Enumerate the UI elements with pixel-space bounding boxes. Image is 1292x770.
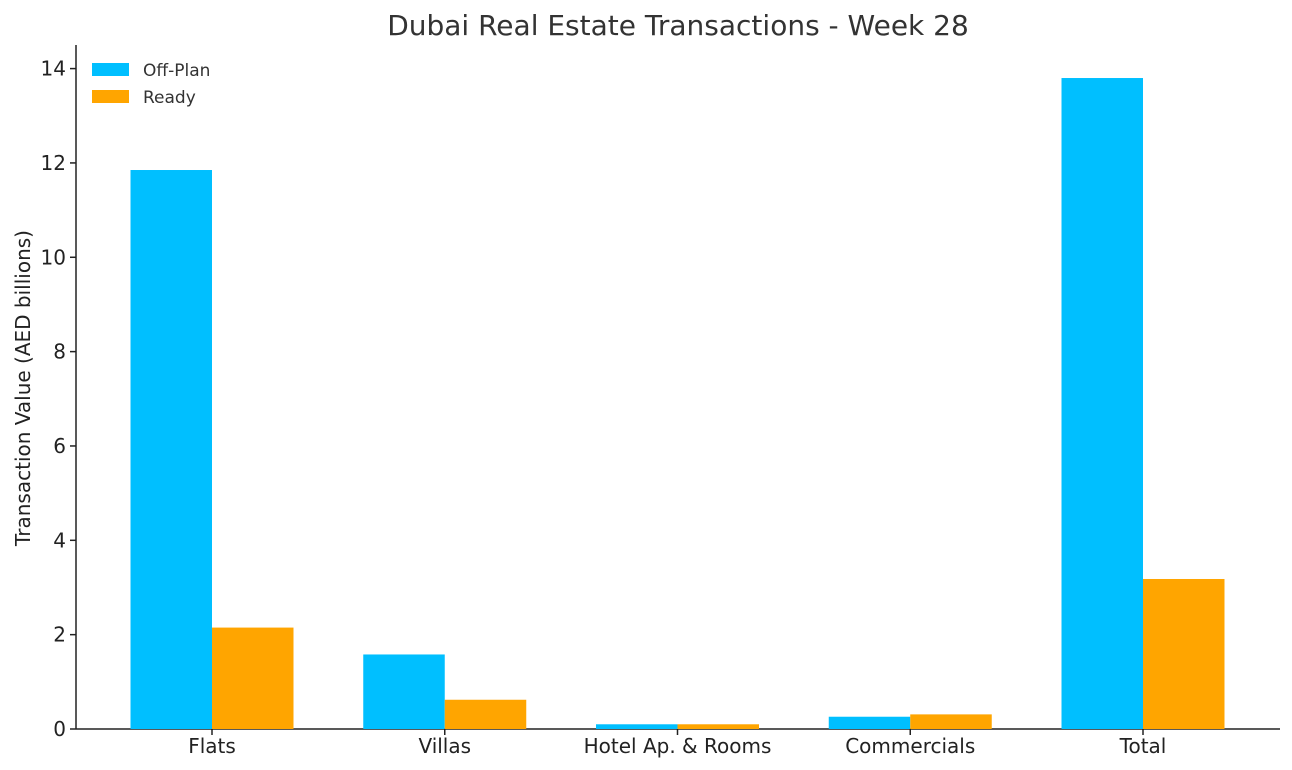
bar-ready-2 <box>677 724 759 729</box>
y-tick-label: 8 <box>53 340 66 364</box>
y-tick-label: 12 <box>41 151 66 175</box>
bar-off-plan-3 <box>828 716 911 729</box>
bar-ready-4 <box>1143 578 1225 729</box>
bar-off-plan-4 <box>1061 78 1143 729</box>
legend: Off-Plan Ready <box>92 61 210 108</box>
x-tick-label: Villas <box>418 734 471 758</box>
bar-ready-3 <box>910 714 992 729</box>
bar-ready-0 <box>212 627 294 729</box>
y-tick-label: 4 <box>53 528 66 552</box>
x-tick-label: Total <box>1119 734 1167 758</box>
bars <box>130 78 1225 729</box>
y-ticks: 0 2 4 6 8 10 12 14 <box>41 57 76 741</box>
y-tick-label: 2 <box>53 623 66 647</box>
bar-off-plan-0 <box>130 170 212 729</box>
chart-title: Dubai Real Estate Transactions - Week 28 <box>387 9 969 42</box>
legend-label: Off-Plan <box>143 61 210 81</box>
legend-label: Ready <box>143 88 196 108</box>
y-tick-label: 10 <box>41 245 66 269</box>
x-tick-label: Commercials <box>845 734 975 758</box>
bar-ready-1 <box>444 699 527 729</box>
legend-swatch <box>92 63 129 76</box>
y-tick-label: 0 <box>53 717 66 741</box>
x-tick-label: Hotel Ap. & Rooms <box>584 734 772 758</box>
x-ticks: Flats Villas Hotel Ap. & Rooms Commercials T… <box>188 729 1166 758</box>
y-tick-label: 6 <box>53 434 66 458</box>
bar-off-plan-1 <box>363 654 445 729</box>
bar-off-plan-2 <box>596 724 678 729</box>
y-tick-label: 14 <box>41 57 66 81</box>
legend-swatch <box>92 90 129 103</box>
x-tick-label: Flats <box>188 734 236 758</box>
y-axis-label: Transaction Value (AED billions) <box>11 230 35 547</box>
